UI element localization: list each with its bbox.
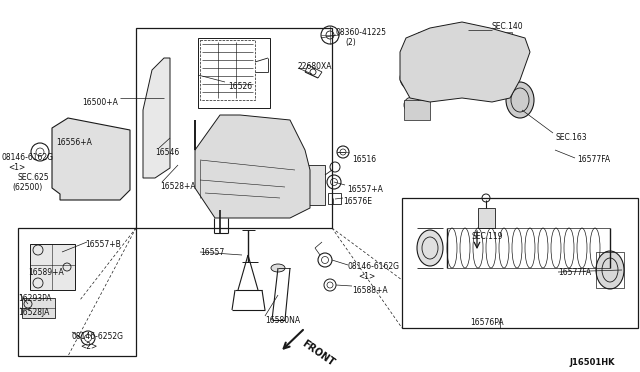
Circle shape [404,97,420,113]
Text: 08146-6162G: 08146-6162G [348,262,400,271]
Text: 08146-6252G: 08146-6252G [72,332,124,341]
Text: 16576PA: 16576PA [470,318,504,327]
Text: <2>: <2> [80,342,97,351]
Text: 16516: 16516 [352,155,376,164]
Text: 16528+A: 16528+A [160,182,196,191]
Text: 16580NA: 16580NA [265,316,300,325]
Text: 16293PA: 16293PA [18,294,51,303]
Bar [305,165,325,205]
Text: (2): (2) [345,38,356,47]
Ellipse shape [506,82,534,118]
Text: 08146-6162G: 08146-6162G [2,153,54,162]
Bar [418,32,428,82]
Circle shape [426,86,434,94]
Bar [30,244,75,290]
Text: 16576E: 16576E [343,197,372,206]
Polygon shape [195,115,310,218]
Bar [432,32,442,82]
Bar [200,40,255,100]
Text: 16589+A: 16589+A [28,268,64,277]
Bar [404,100,430,120]
Text: 08360-41225: 08360-41225 [336,28,387,37]
Ellipse shape [417,230,443,266]
Bar [488,32,498,82]
Bar [328,193,341,204]
Bar [478,208,495,228]
Text: 16588+A: 16588+A [352,286,388,295]
Bar [22,298,55,318]
Text: 16577FA: 16577FA [558,268,591,277]
Text: 16556+A: 16556+A [56,138,92,147]
Bar [136,28,332,228]
Text: SEC.119: SEC.119 [471,232,502,241]
Bar [402,198,638,328]
Bar [18,228,136,356]
Text: 16557+A: 16557+A [347,185,383,194]
Circle shape [486,86,494,94]
Bar [446,32,456,82]
Text: 16500+A: 16500+A [82,98,118,107]
Polygon shape [143,58,170,178]
Bar [460,32,470,82]
Text: 16526: 16526 [228,82,252,91]
Polygon shape [400,22,530,102]
Text: <1>: <1> [358,272,375,281]
Text: J16501HK: J16501HK [570,358,615,367]
Text: 16557+B: 16557+B [85,240,121,249]
Text: SEC.140: SEC.140 [492,22,524,31]
Circle shape [466,86,474,94]
Text: SEC.625: SEC.625 [18,173,50,182]
Text: 16577FA: 16577FA [577,155,610,164]
Text: 16546: 16546 [155,148,179,157]
Bar [596,252,624,288]
Text: (62500): (62500) [12,183,42,192]
Bar [198,38,270,108]
Text: 16557: 16557 [200,248,224,257]
Circle shape [400,66,424,90]
Polygon shape [52,118,130,200]
Text: 16528JA: 16528JA [18,308,49,317]
Bar [474,32,484,82]
Text: FRONT: FRONT [300,338,336,368]
Circle shape [446,86,454,94]
Ellipse shape [596,251,624,289]
Text: SEC.163: SEC.163 [555,133,587,142]
Ellipse shape [271,264,285,272]
Bar [502,32,512,82]
Text: 22680XA: 22680XA [298,62,333,71]
Text: <1>: <1> [8,163,25,172]
